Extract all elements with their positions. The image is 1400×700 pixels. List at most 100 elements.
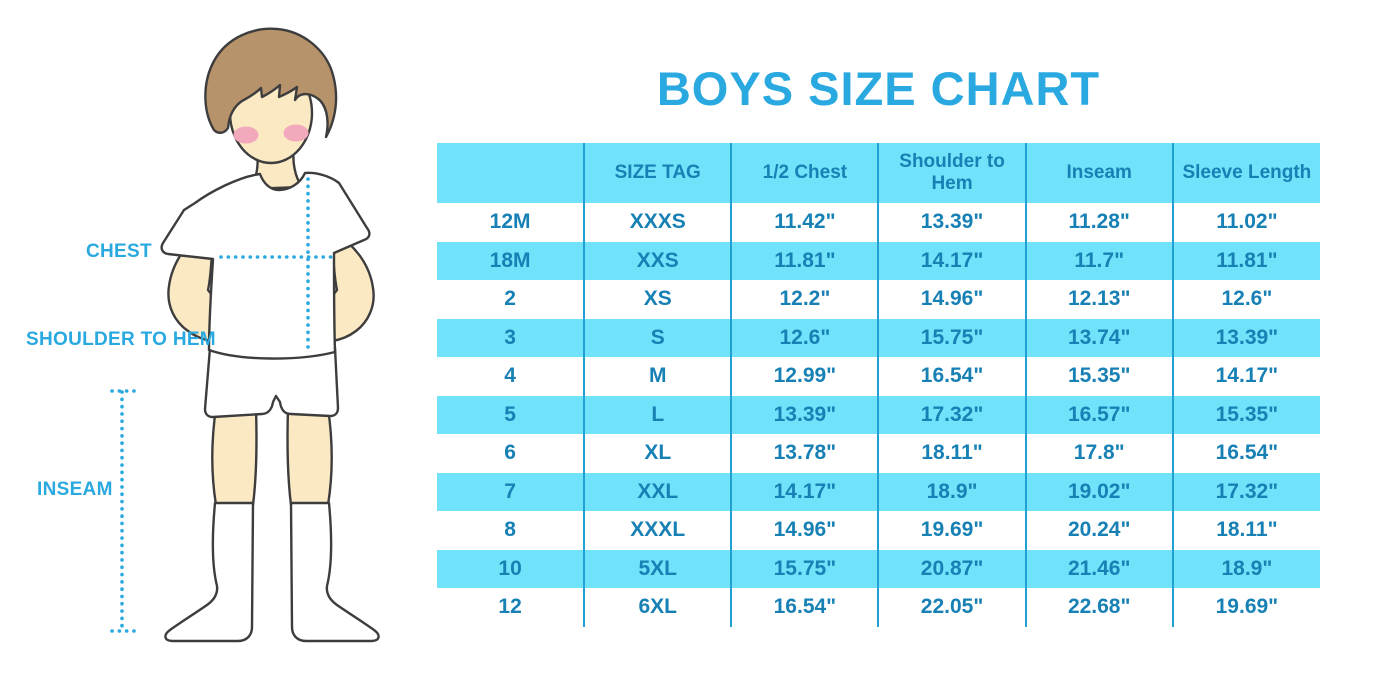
table-row: 18M XXS 11.81" 14.17" 11.7" 11.81" [437,241,1320,280]
boy-blush-left [233,126,259,144]
measurement-cell: 16.54" [877,357,1026,396]
measurement-cell: 22.68" [1024,588,1173,627]
measurement-cell: 18.11" [877,434,1026,473]
row-size-cell: 12 [498,595,522,619]
row-size-cell: 10 [437,549,585,588]
measurement-cell: 14.17" [1171,357,1320,396]
measurement-cell: 22.05" [877,588,1026,627]
measurement-cell: L [583,395,732,434]
row-size-cell: 8 [504,518,516,542]
measurement-cell: M [583,357,732,396]
measurement-cell: 15.75" [730,549,879,588]
measurement-cell: 11.81" [1171,241,1320,280]
column-header: Sleeve Length [1171,143,1320,203]
table-row: 3 S 12.6" 15.75" 13.74" 13.39" [437,318,1320,357]
measurement-cell: 16.54" [730,588,879,627]
measurement-cell: 19.02" [1024,472,1173,511]
measurement-cell: 14.96" [877,280,1026,319]
measurement-cell: XXL [583,472,732,511]
measurement-cell: S [583,318,732,357]
measurement-cell: 17.8" [1024,434,1173,473]
measurement-cell: 19.69" [1171,588,1320,627]
measurement-cell: XL [583,434,732,473]
table-row: 10 5XL 15.75" 20.87" 21.46" 18.9" [437,549,1320,588]
measurement-cell: 13.74" [1024,318,1173,357]
row-size-cell: 18M [437,241,585,280]
measurement-cell: 6XL [583,588,732,627]
measurement-cell: 12.13" [1024,280,1173,319]
measurement-cell: 13.39" [877,203,1026,242]
measurement-cell: 18.9" [1171,549,1320,588]
measurement-cell: 12.6" [730,318,879,357]
measurement-cell: XXXS [583,203,732,242]
measurement-cell: 20.24" [1024,511,1173,550]
boy-illustration [110,27,380,643]
boy-hair [204,27,338,139]
table-row: 8 XXXL 14.96" 19.69" 20.24" 18.11" [437,511,1320,550]
measurement-cell: 5XL [583,549,732,588]
table-row: 2 XS 12.2" 14.96" 12.13" 12.6" [437,280,1320,319]
measurement-cell: 13.39" [730,395,879,434]
measurement-cell: 11.42" [730,203,879,242]
boy-left-leg [211,406,258,507]
measurement-cell: 15.75" [877,318,1026,357]
measurement-cell: 17.32" [877,395,1026,434]
measurement-cell: 16.54" [1171,434,1320,473]
column-header: 1/2 Chest [730,143,879,203]
measurement-cell: 11.28" [1024,203,1173,242]
measurement-cell: 21.46" [1024,549,1173,588]
table-row: 4 M 12.99" 16.54" 15.35" 14.17" [437,357,1320,396]
boy-right-sock [289,501,380,643]
measurement-cell: 12.6" [1171,280,1320,319]
boy-shorts [203,346,340,419]
column-header: Inseam [1024,143,1173,203]
measurement-cell: 14.17" [730,472,879,511]
measurement-cell: XS [583,280,732,319]
boy-shirt [160,171,371,360]
row-size-cell: 5 [437,395,585,434]
table-body: 12M XXXS 11.42" 13.39" 11.28" 11.02" 18M XXS 11.… [437,203,1320,627]
measurement-cell: 12.99" [730,357,879,396]
measurement-cell: 15.35" [1171,395,1320,434]
inseam-label: INSEAM [37,479,113,500]
measurement-cell: 11.7" [1024,241,1173,280]
table-row: 5 L 13.39" 17.32" 16.57" 15.35" [437,395,1320,434]
page-title: BOYS SIZE CHART [656,62,1101,116]
table-row: 6 XL 13.78" 18.11" 17.8" 16.54" [437,434,1320,473]
measurement-cell: 19.69" [877,511,1026,550]
row-size-cell: 3 [437,318,585,357]
header-row: SIZE TAG 1/2 Chest Shoulder to Hem Inseam Sl… [437,143,1320,203]
table-row: 12 6XL 16.54" 22.05" 22.68" 19.69" [437,588,1320,627]
column-header [437,143,585,203]
column-header: Shoulder to Hem [877,143,1026,203]
measurement-cell: XXXL [583,511,732,550]
measurement-cell: 11.81" [730,241,879,280]
measurement-cell: 15.35" [1024,357,1173,396]
measurement-cell: XXS [583,241,732,280]
measurement-cell: 12.2" [730,280,879,319]
table-row: 7 XXL 14.17" 18.9" 19.02" 17.32" [437,472,1320,511]
measurement-cell: 17.32" [1171,472,1320,511]
row-size-cell: 2 [504,287,516,311]
measurement-cell: 13.78" [730,434,879,473]
column-header: SIZE TAG [583,143,732,203]
table-row: 12M XXXS 11.42" 13.39" 11.28" 11.02" [437,203,1320,242]
size-chart-table: SIZE TAG 1/2 Chest Shoulder to Hem Inseam Sl… [437,143,1320,627]
measurement-cell: 18.11" [1171,511,1320,550]
row-size-cell: 4 [504,364,516,388]
row-size-cell: 12M [489,210,531,234]
boy-left-sock [164,501,255,643]
measurement-cell: 14.17" [877,241,1026,280]
boy-right-leg [286,406,333,507]
measurement-cell: 18.9" [877,472,1026,511]
measurement-cell: 14.96" [730,511,879,550]
measurement-cell: 20.87" [877,549,1026,588]
shoulder-to-hem-label: SHOULDER TO HEM [26,329,216,350]
row-size-cell: 6 [504,441,516,465]
row-size-cell: 7 [437,472,585,511]
measurement-cell: 16.57" [1024,395,1173,434]
boy-blush-right [283,124,309,142]
table-header: SIZE TAG 1/2 Chest Shoulder to Hem Inseam Sl… [437,143,1320,203]
measurement-cell: 11.02" [1171,203,1320,242]
